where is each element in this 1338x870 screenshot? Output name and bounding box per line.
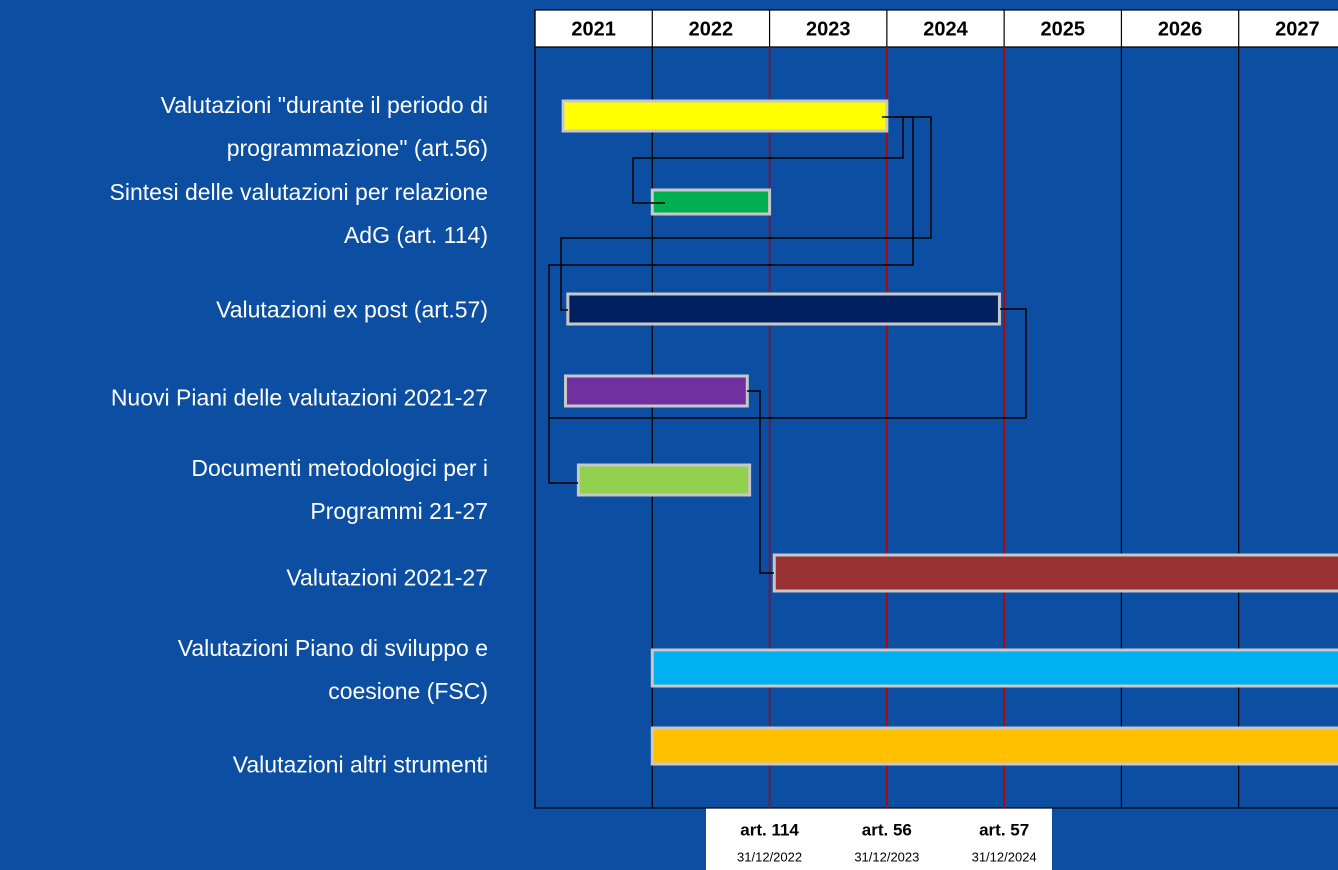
task-label: Sintesi delle valutazioni per relazione A… xyxy=(110,171,488,257)
task-label-line: Valutazioni 2021-27 xyxy=(286,564,488,591)
milestone-date: 31/12/2022 xyxy=(737,849,802,864)
task-bar xyxy=(650,188,772,216)
milestone-title: art. 114 xyxy=(740,820,799,839)
milestone-title: art. 57 xyxy=(979,820,1029,839)
header-row xyxy=(535,10,1338,47)
connectors xyxy=(548,116,1027,574)
task-label-line: Valutazioni altri strumenti xyxy=(232,751,488,778)
task-label-line: Valutazioni ex post (art.57) xyxy=(216,296,488,323)
task-label: Valutazioni "durante il periodo di progra… xyxy=(161,84,488,170)
task-label-line: Programmi 21-27 xyxy=(310,498,488,524)
year-header: 2022 xyxy=(689,18,734,40)
milestone-title: art. 56 xyxy=(862,820,912,839)
task-label-line: Sintesi delle valutazioni per relazione xyxy=(109,179,488,205)
task-bar xyxy=(566,292,1001,326)
task-label-line: AdG (art. 114) xyxy=(343,222,488,248)
task-label: Valutazioni Piano di sviluppo e coesione … xyxy=(178,627,488,713)
year-header: 2024 xyxy=(923,18,968,40)
milestone-date: 31/12/2023 xyxy=(854,849,919,864)
task-bar xyxy=(772,553,1338,593)
task-bar xyxy=(650,648,1338,688)
task-label-line: coesione (FSC) xyxy=(328,678,488,704)
task-label: Valutazioni 2021-27 xyxy=(286,557,488,600)
task-label-line: Valutazioni Piano di sviluppo e xyxy=(177,635,488,661)
task-bar xyxy=(650,726,1338,766)
task-label: Valutazioni altri strumenti xyxy=(233,744,488,787)
connector xyxy=(560,116,932,311)
year-header: 2025 xyxy=(1041,18,1086,40)
task-label-line: programmazione" (art.56) xyxy=(226,135,488,161)
year-header: 2027 xyxy=(1275,18,1320,40)
task-label: Valutazioni ex post (art.57) xyxy=(216,289,488,332)
task-label-line: Nuovi Piani delle valutazioni 2021-27 xyxy=(110,384,488,411)
milestone-box xyxy=(706,808,1052,870)
task-label: Nuovi Piani delle valutazioni 2021-27 xyxy=(111,377,488,420)
connector xyxy=(747,390,774,574)
connector xyxy=(549,308,1027,419)
task-label: Documenti metodologici per i Programmi 21… xyxy=(191,447,488,533)
task-label-line: Documenti metodologici per i xyxy=(191,455,488,481)
milestone-date: 31/12/2024 xyxy=(972,849,1037,864)
year-header: 2023 xyxy=(806,18,851,40)
grid-frame xyxy=(534,9,1338,809)
task-bar xyxy=(561,99,889,133)
year-header: 2021 xyxy=(571,18,616,40)
task-bar xyxy=(576,463,752,497)
task-label-line: Valutazioni "durante il periodo di xyxy=(160,92,488,118)
year-header: 2026 xyxy=(1158,18,1203,40)
task-bar xyxy=(563,374,749,408)
